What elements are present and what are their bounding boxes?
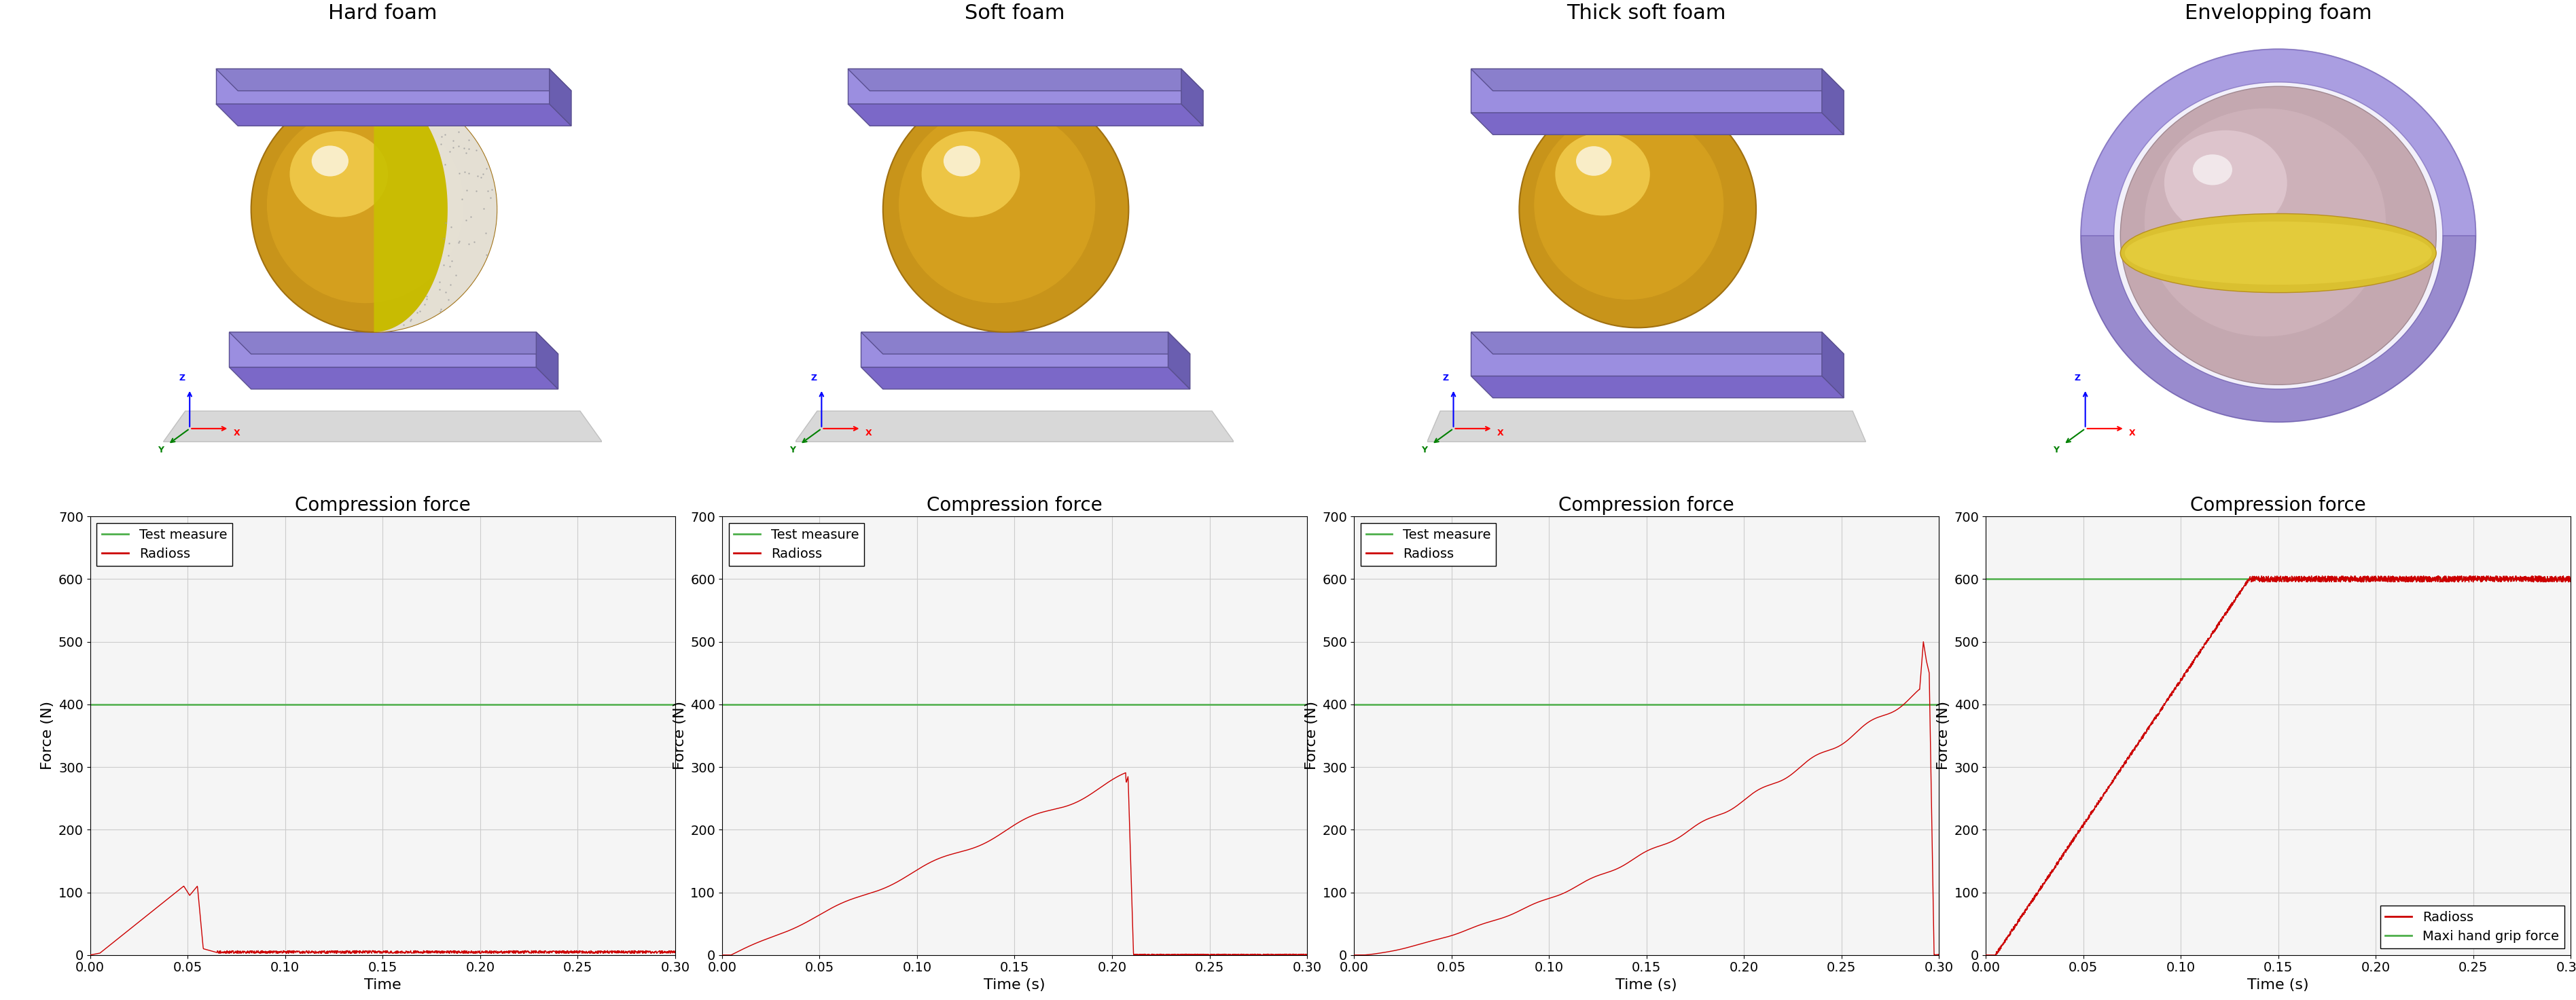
Title: Compression force: Compression force — [294, 496, 471, 515]
Y-axis label: Force (N): Force (N) — [672, 701, 688, 770]
Ellipse shape — [2120, 214, 2437, 293]
Text: Z: Z — [2074, 374, 2081, 382]
Ellipse shape — [922, 131, 1020, 217]
Ellipse shape — [2115, 82, 2442, 389]
Y-axis label: Force (N): Force (N) — [1306, 701, 1319, 770]
Polygon shape — [848, 104, 1203, 126]
Title: Thick soft foam: Thick soft foam — [1566, 4, 1726, 23]
Polygon shape — [229, 367, 559, 389]
Polygon shape — [374, 86, 448, 332]
Ellipse shape — [899, 107, 1095, 303]
Title: Compression force: Compression force — [1558, 496, 1734, 515]
Ellipse shape — [1577, 146, 1613, 176]
Polygon shape — [860, 367, 1190, 389]
Text: X: X — [866, 428, 871, 437]
Polygon shape — [2081, 49, 2476, 236]
Polygon shape — [1427, 411, 1865, 442]
Text: Y: Y — [1422, 446, 1427, 455]
Polygon shape — [374, 86, 497, 332]
Ellipse shape — [268, 107, 464, 303]
Ellipse shape — [884, 86, 1128, 332]
Ellipse shape — [312, 146, 348, 176]
X-axis label: Time (s): Time (s) — [1615, 978, 1677, 992]
Title: Compression force: Compression force — [927, 496, 1103, 515]
Text: X: X — [234, 428, 240, 437]
Polygon shape — [1471, 69, 1844, 91]
Text: Z: Z — [178, 374, 185, 382]
X-axis label: Time (s): Time (s) — [2246, 978, 2308, 992]
Text: X: X — [2130, 428, 2136, 437]
Ellipse shape — [2120, 86, 2437, 385]
X-axis label: Time (s): Time (s) — [984, 978, 1046, 992]
Polygon shape — [229, 332, 536, 367]
Ellipse shape — [2164, 130, 2287, 236]
Legend: Radioss, Maxi hand grip force: Radioss, Maxi hand grip force — [2380, 905, 2563, 948]
Text: Y: Y — [788, 446, 796, 455]
Ellipse shape — [1556, 133, 1651, 216]
Polygon shape — [2081, 49, 2476, 236]
Polygon shape — [536, 332, 559, 389]
Ellipse shape — [2192, 154, 2233, 185]
Text: Z: Z — [811, 374, 817, 382]
Polygon shape — [549, 69, 572, 126]
Polygon shape — [1471, 332, 1844, 354]
Ellipse shape — [943, 146, 981, 176]
Y-axis label: Force (N): Force (N) — [1937, 701, 1950, 770]
Legend: Test measure, Radioss: Test measure, Radioss — [729, 523, 863, 566]
Title: Soft foam: Soft foam — [963, 4, 1064, 23]
Legend: Test measure, Radioss: Test measure, Radioss — [1360, 523, 1497, 566]
Y-axis label: Force (N): Force (N) — [41, 701, 54, 770]
Ellipse shape — [2081, 49, 2476, 422]
Polygon shape — [796, 411, 1234, 442]
Polygon shape — [848, 69, 1182, 104]
Text: X: X — [1497, 428, 1504, 437]
Polygon shape — [216, 104, 572, 126]
Ellipse shape — [250, 86, 497, 332]
Polygon shape — [162, 411, 603, 442]
Legend: Test measure, Radioss: Test measure, Radioss — [98, 523, 232, 566]
Polygon shape — [1182, 69, 1203, 126]
Text: Y: Y — [157, 446, 165, 455]
Polygon shape — [216, 69, 549, 104]
Text: Y: Y — [2053, 446, 2058, 455]
Ellipse shape — [2146, 108, 2385, 336]
Polygon shape — [848, 69, 1203, 91]
Polygon shape — [229, 332, 559, 354]
Polygon shape — [1471, 69, 1821, 113]
Polygon shape — [860, 332, 1190, 354]
Ellipse shape — [289, 131, 389, 217]
Polygon shape — [1167, 332, 1190, 389]
Polygon shape — [216, 69, 572, 91]
Ellipse shape — [1535, 110, 1723, 300]
Title: Compression force: Compression force — [2190, 496, 2367, 515]
Polygon shape — [1471, 332, 1821, 376]
Title: Hard foam: Hard foam — [327, 4, 438, 23]
Text: Z: Z — [1443, 374, 1448, 382]
Polygon shape — [1471, 113, 1844, 135]
Polygon shape — [2081, 236, 2476, 422]
Ellipse shape — [2125, 222, 2432, 285]
Title: Envelopping foam: Envelopping foam — [2184, 4, 2372, 23]
Polygon shape — [860, 332, 1167, 367]
Ellipse shape — [1520, 91, 1757, 328]
Polygon shape — [1471, 376, 1844, 398]
X-axis label: Time: Time — [363, 978, 402, 992]
Polygon shape — [1821, 69, 1844, 135]
Polygon shape — [1821, 332, 1844, 398]
